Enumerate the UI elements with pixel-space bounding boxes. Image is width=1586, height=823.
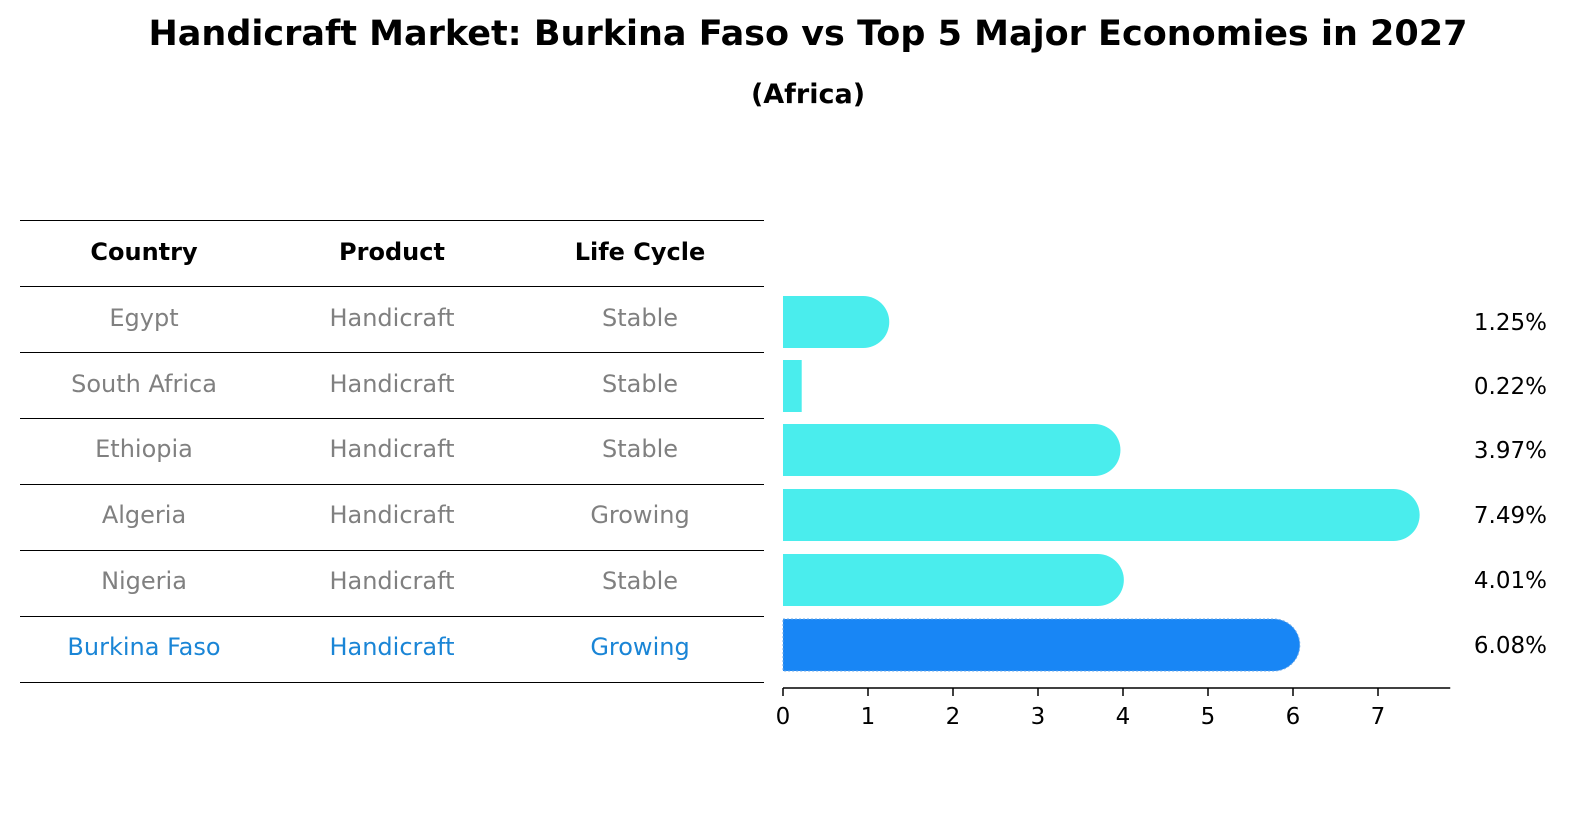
bar-south-africa <box>783 360 802 412</box>
table-rule <box>20 682 764 683</box>
table-rule <box>20 352 764 353</box>
cell-product: Handicraft <box>329 304 455 332</box>
cell-life-cycle: Stable <box>601 370 679 398</box>
cell-life-cycle-highlight: Growing <box>590 633 690 661</box>
cell-product: Handicraft <box>329 501 455 529</box>
bar-egypt <box>783 296 890 348</box>
value-label: 3.97% <box>1474 438 1547 464</box>
value-label: 1.25% <box>1474 310 1547 336</box>
cell-country-highlight: Burkina Faso <box>67 633 221 661</box>
bar-nigeria <box>783 554 1124 606</box>
cell-country: Algeria <box>101 501 187 529</box>
table-rule <box>20 418 764 419</box>
table-rule <box>20 616 764 617</box>
cell-country: Nigeria <box>101 567 187 595</box>
x-tick-label: 4 <box>1116 704 1131 730</box>
cell-country: Egypt <box>109 304 179 332</box>
cell-life-cycle: Stable <box>601 435 679 463</box>
x-tick-label: 5 <box>1201 704 1216 730</box>
bar-ethiopia <box>783 424 1121 476</box>
cell-product-highlight: Handicraft <box>329 633 455 661</box>
table-rule <box>20 220 764 221</box>
bar-burkina-faso <box>782 618 1301 672</box>
value-label: 4.01% <box>1474 568 1547 594</box>
header-product: Product <box>339 238 445 266</box>
x-tick-label: 0 <box>776 704 791 730</box>
bar-algeria <box>783 489 1420 541</box>
table-rule <box>20 286 764 287</box>
table-rule <box>20 484 764 485</box>
cell-life-cycle: Stable <box>601 567 679 595</box>
chart-subtitle: (Africa) <box>750 79 866 110</box>
chart-title: Handicraft Market: Burkina Faso vs Top 5… <box>148 14 1468 54</box>
table-rule <box>20 550 764 551</box>
value-label: 0.22% <box>1474 374 1547 400</box>
value-label: 6.08% <box>1474 633 1547 659</box>
x-tick-label: 3 <box>1031 704 1046 730</box>
cell-product: Handicraft <box>329 567 455 595</box>
cell-product: Handicraft <box>329 370 455 398</box>
x-tick-label: 1 <box>861 704 876 730</box>
cell-life-cycle: Growing <box>590 501 690 529</box>
header-country: Country <box>90 238 198 266</box>
x-tick-label: 7 <box>1371 704 1386 730</box>
cell-product: Handicraft <box>329 435 455 463</box>
x-tick-label: 6 <box>1286 704 1301 730</box>
header-life-cycle: Life Cycle <box>574 238 706 266</box>
cell-life-cycle: Stable <box>601 304 679 332</box>
x-tick-label: 2 <box>946 704 961 730</box>
cell-country: Ethiopia <box>95 435 193 463</box>
value-label: 7.49% <box>1474 503 1547 529</box>
cell-country: South Africa <box>71 370 217 398</box>
